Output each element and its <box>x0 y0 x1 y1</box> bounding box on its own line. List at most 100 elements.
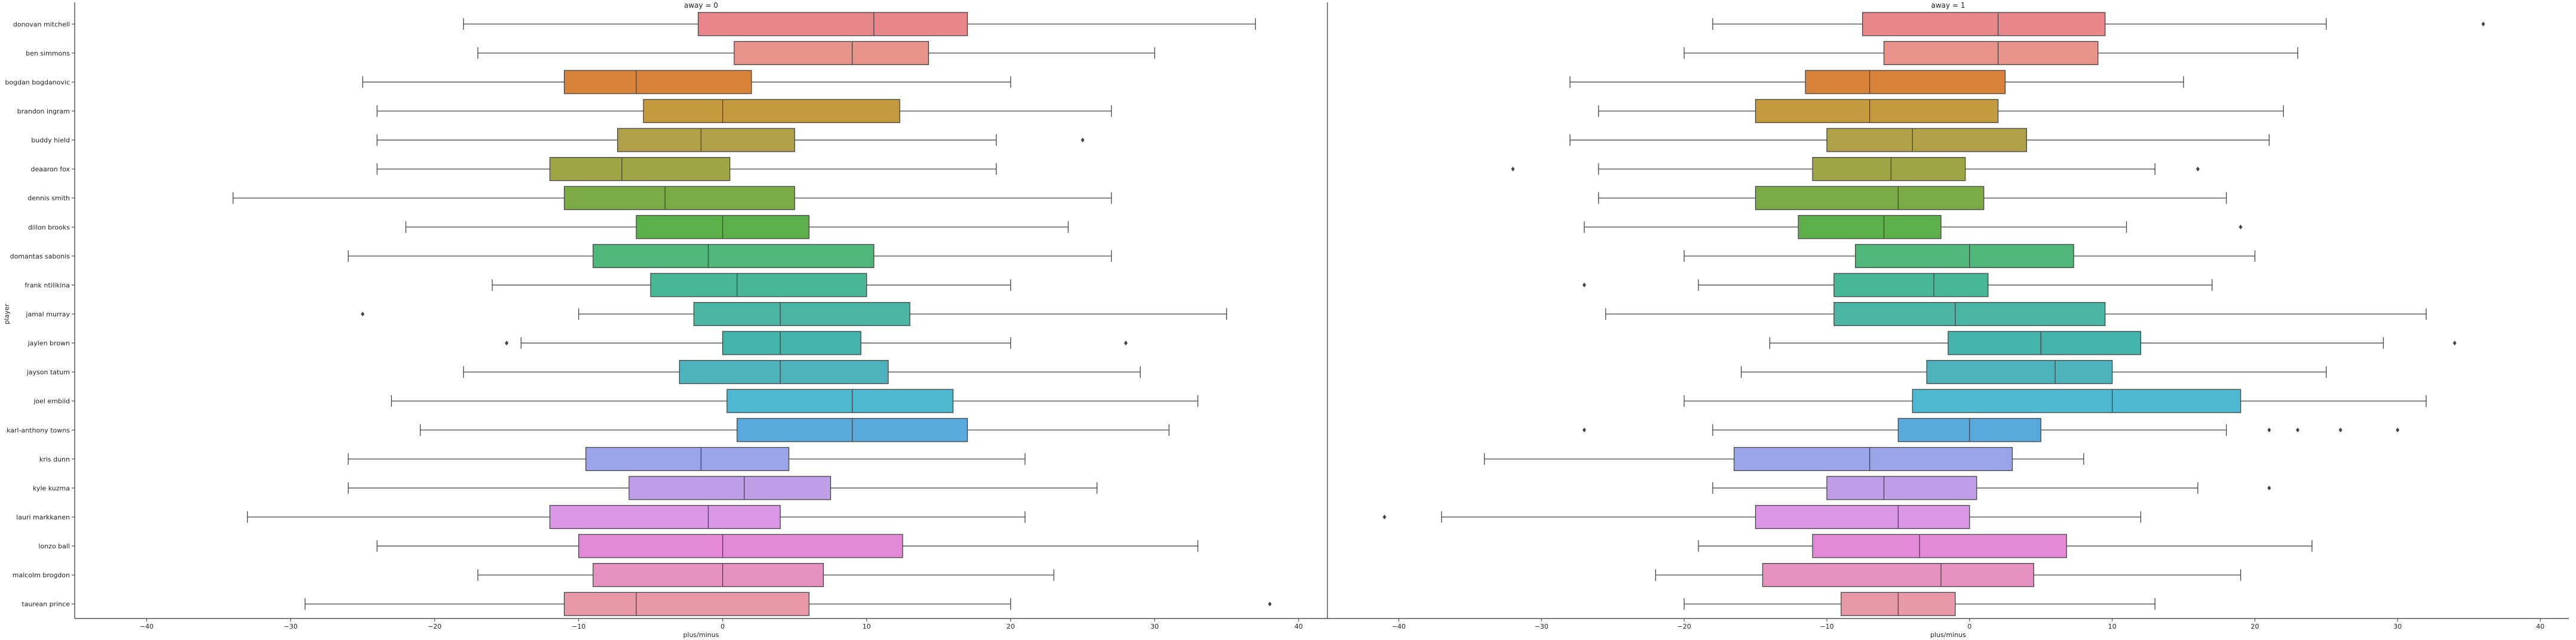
box-group <box>348 476 1097 500</box>
iqr-box <box>1812 157 1966 181</box>
outlier-point <box>2238 224 2243 230</box>
iqr-box <box>593 244 875 268</box>
outlier-point <box>2195 167 2200 172</box>
iqr-box <box>563 186 795 210</box>
y-tick-label: kyle kuzma <box>33 484 70 492</box>
y-tick-label: brandon ingram <box>17 107 70 115</box>
box-group <box>348 447 1026 471</box>
box-group <box>1584 215 2243 239</box>
outlier-point <box>2267 485 2271 491</box>
box-group <box>477 563 1054 587</box>
iqr-box <box>734 41 929 65</box>
box-group <box>1605 301 2427 327</box>
iqr-box <box>1734 447 2013 471</box>
y-tick-label: lonzo ball <box>38 543 70 550</box>
x-axis-label: plus/minus <box>683 631 719 639</box>
box-group <box>362 70 1011 94</box>
x-tick-label: 20 <box>2251 623 2259 630</box>
facet-panel: away = 0 −40 −30 −20 −10 0 10 20 30 40 plus/minus d… <box>3 1 1327 639</box>
outlier-point <box>1081 137 1085 143</box>
outlier-point <box>2296 427 2300 433</box>
iqr-box <box>1855 244 2074 268</box>
x-tick-label: 10 <box>2108 623 2117 630</box>
iqr-box <box>650 273 867 297</box>
box-group <box>463 360 1141 384</box>
outlier-point <box>1511 167 1515 172</box>
x-tick-label: 30 <box>1151 623 1159 630</box>
y-tick-label: lauri markkanen <box>16 513 70 521</box>
y-tick-label: dillon brooks <box>28 223 70 231</box>
box-group <box>1698 534 2313 558</box>
x-tick-label: −10 <box>1820 623 1833 630</box>
y-tick-label: kris dunn <box>39 456 70 463</box>
y-tick-label: karl-anthony towns <box>7 426 70 434</box>
iqr-box <box>1798 215 1942 239</box>
iqr-box <box>1833 301 2106 327</box>
outlier-point <box>1582 282 1586 288</box>
y-tick-label: taurean prince <box>22 601 70 608</box>
box-group <box>1683 244 2256 268</box>
x-tick-label: 10 <box>863 623 871 630</box>
y-axis-label: player <box>3 303 11 324</box>
box-group <box>1569 70 2184 94</box>
iqr-box <box>643 99 900 124</box>
box-group <box>1382 504 2142 530</box>
outlier-point <box>1124 340 1128 346</box>
box-group <box>376 157 997 181</box>
box-group <box>232 186 1112 210</box>
x-tick-label: −40 <box>1392 623 1406 630</box>
y-tick-label: domantas sabonis <box>10 253 70 260</box>
box-group <box>1741 360 2327 384</box>
iqr-box <box>1912 389 2241 413</box>
box-group <box>1683 592 2155 616</box>
iqr-box <box>563 70 752 94</box>
y-tick-label: bogdan bogdanovic <box>5 78 70 86</box>
box-group <box>376 534 1198 558</box>
iqr-box <box>628 476 832 500</box>
box-group <box>477 41 1155 65</box>
x-tick-label: 30 <box>2393 623 2402 630</box>
outlier-point <box>2481 21 2485 27</box>
y-tick-label: malcolm brogdon <box>13 571 70 579</box>
y-tick-label: donovan mitchell <box>13 20 70 28</box>
facet-title: away = 0 <box>684 1 718 10</box>
x-axis-label: plus/minus <box>1930 631 1966 639</box>
iqr-box <box>617 128 795 152</box>
outlier-point <box>1268 601 1272 607</box>
box-group <box>1484 447 2084 471</box>
iqr-box <box>1883 41 2099 65</box>
iqr-box <box>563 592 809 616</box>
iqr-box <box>693 301 910 327</box>
box-group <box>376 128 1085 152</box>
y-tick-label: frank ntilikina <box>24 281 70 289</box>
outlier-point <box>505 340 509 346</box>
box-group <box>505 331 1128 355</box>
iqr-box <box>1826 476 1977 500</box>
x-tick-label: −40 <box>140 623 154 630</box>
iqr-box <box>549 157 731 181</box>
box-group <box>419 418 1170 442</box>
box-group <box>1569 128 2270 152</box>
box-group <box>348 244 1112 268</box>
iqr-box <box>578 534 903 558</box>
iqr-box <box>722 331 861 355</box>
box-group <box>1712 476 2271 500</box>
x-tick-label: 40 <box>1295 623 1303 630</box>
box-group <box>361 301 1227 327</box>
iqr-box <box>1926 360 2113 384</box>
box-group <box>1598 186 2227 210</box>
x-tick-label: −20 <box>1678 623 1691 630</box>
box-group <box>1582 418 2400 442</box>
x-tick-label: 20 <box>1007 623 1015 630</box>
iqr-box <box>593 563 824 587</box>
box-group <box>1655 563 2241 587</box>
box-group <box>1769 331 2457 355</box>
box-group <box>305 592 1272 616</box>
y-tick-label: joel embiid <box>33 398 70 405</box>
outlier-point <box>2267 427 2271 433</box>
box-group <box>405 215 1069 239</box>
iqr-box <box>1826 128 2028 152</box>
iqr-box <box>679 360 889 384</box>
iqr-box <box>1755 99 1999 124</box>
